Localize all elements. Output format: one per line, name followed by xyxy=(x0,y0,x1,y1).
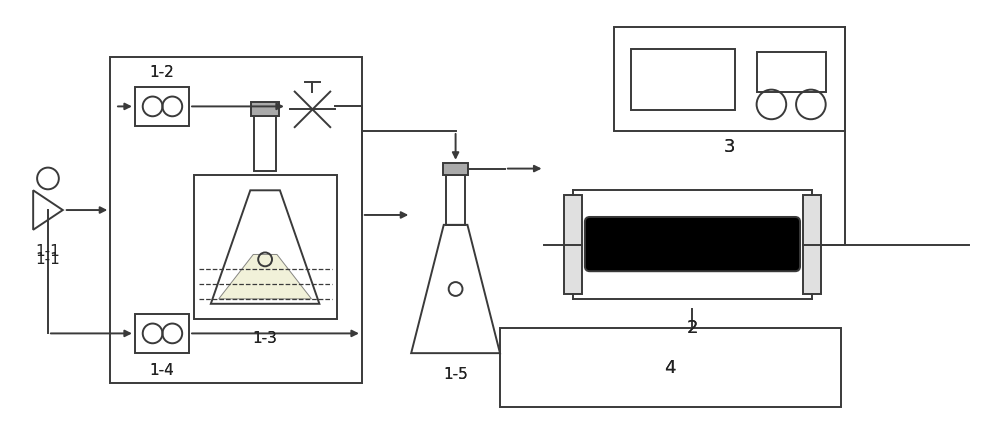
Bar xyxy=(110,57,362,383)
Text: 1-5: 1-5 xyxy=(443,367,468,383)
Bar xyxy=(135,86,189,126)
Bar xyxy=(254,116,276,170)
Text: 4: 4 xyxy=(664,359,676,377)
Text: 1-1: 1-1 xyxy=(36,244,60,259)
Bar xyxy=(631,49,735,110)
Bar xyxy=(443,163,468,176)
Bar xyxy=(446,176,465,225)
Text: 1-2: 1-2 xyxy=(149,65,174,81)
Text: 1-4: 1-4 xyxy=(149,363,174,378)
Text: 4: 4 xyxy=(664,359,676,377)
Bar xyxy=(564,195,582,294)
Text: 3: 3 xyxy=(723,138,735,156)
Text: 2: 2 xyxy=(687,320,698,337)
Bar xyxy=(757,52,826,92)
Bar xyxy=(614,27,845,131)
Text: 1-2: 1-2 xyxy=(149,65,174,81)
Bar xyxy=(803,195,821,294)
Bar xyxy=(194,176,337,319)
Text: 1-3: 1-3 xyxy=(253,331,278,346)
FancyBboxPatch shape xyxy=(585,217,800,271)
Bar xyxy=(135,314,189,353)
Bar xyxy=(500,328,841,407)
Text: 1-1: 1-1 xyxy=(36,252,60,267)
Bar xyxy=(251,103,279,116)
Text: 2: 2 xyxy=(687,320,698,337)
Text: 3: 3 xyxy=(723,138,735,156)
Text: 1-4: 1-4 xyxy=(149,363,174,378)
Text: 1-3: 1-3 xyxy=(253,331,278,346)
Text: 1-5: 1-5 xyxy=(443,367,468,383)
Polygon shape xyxy=(219,254,311,299)
